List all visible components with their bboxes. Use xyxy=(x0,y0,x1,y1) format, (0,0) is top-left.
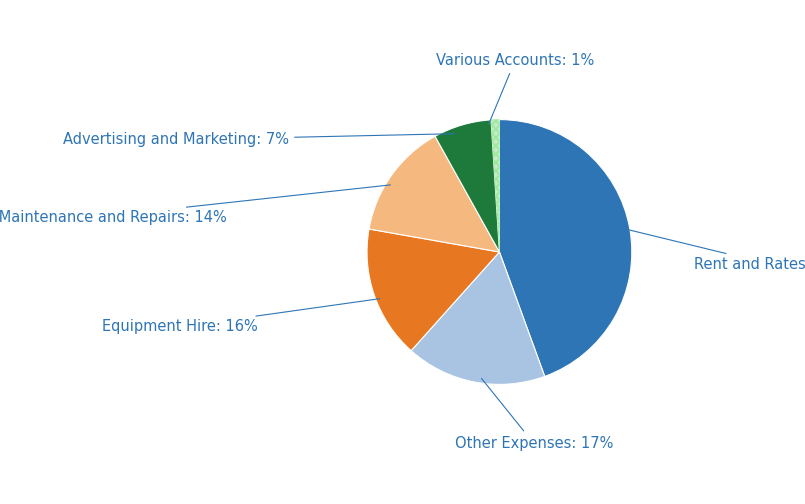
Wedge shape xyxy=(369,136,499,252)
Text: Advertising and Marketing: 7%: Advertising and Marketing: 7% xyxy=(63,133,454,147)
Text: Equipment Hire: 16%: Equipment Hire: 16% xyxy=(102,299,380,334)
Text: Other Expenses: 17%: Other Expenses: 17% xyxy=(455,379,613,451)
Text: Various Accounts: 1%: Various Accounts: 1% xyxy=(436,53,594,124)
Text: Rent and Rates: 44%: Rent and Rates: 44% xyxy=(625,229,805,272)
Wedge shape xyxy=(491,119,499,252)
Wedge shape xyxy=(411,252,545,385)
Wedge shape xyxy=(367,229,499,351)
Wedge shape xyxy=(435,120,499,252)
Text: Motor Maintenance and Repairs: 14%: Motor Maintenance and Repairs: 14% xyxy=(0,185,390,225)
Wedge shape xyxy=(499,119,632,376)
